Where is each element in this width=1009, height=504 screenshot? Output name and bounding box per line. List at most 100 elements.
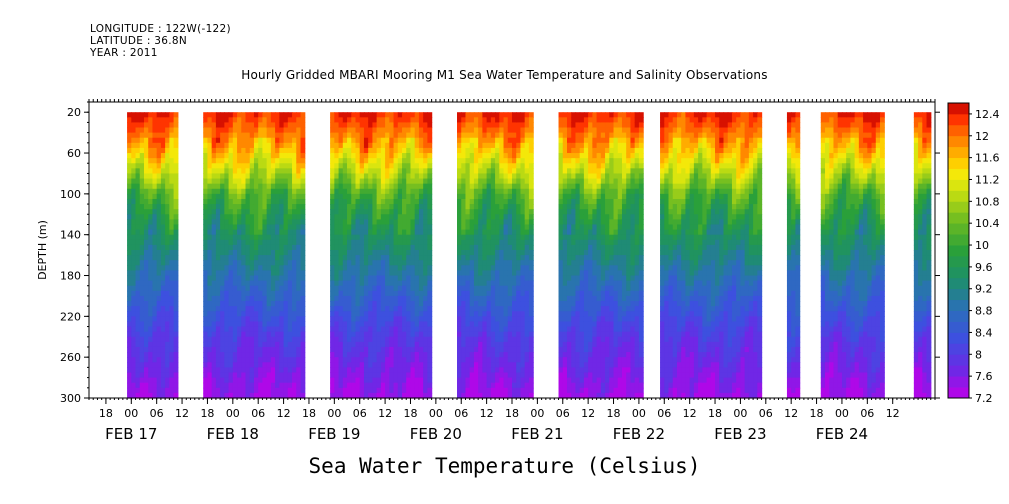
heatmap-cell — [160, 209, 166, 215]
heatmap-cell — [465, 224, 471, 231]
heatmap-cell — [363, 270, 369, 277]
heatmap-cell — [237, 224, 242, 231]
heatmap-cell — [283, 392, 289, 399]
heatmap-cell — [351, 193, 357, 200]
heatmap-cell — [228, 183, 234, 190]
heatmap-cell — [512, 244, 517, 251]
heatmap-cell — [473, 183, 479, 190]
heatmap-cell — [283, 290, 289, 297]
heatmap-cell — [143, 321, 149, 328]
heatmap-cell — [579, 219, 585, 226]
heatmap-cell — [127, 178, 132, 185]
heatmap-cell — [376, 321, 382, 328]
heatmap-cell — [368, 357, 374, 363]
heatmap-cell — [566, 224, 572, 231]
heatmap-cell — [347, 132, 352, 139]
heatmap-cell — [583, 270, 589, 277]
heatmap-cell — [253, 188, 259, 195]
heatmap-cell — [283, 382, 289, 389]
heatmap-cell — [507, 392, 513, 399]
heatmap-cell — [385, 285, 390, 292]
heatmap-cell — [363, 219, 369, 226]
heatmap-cell — [211, 153, 217, 159]
heatmap-cell — [203, 392, 209, 399]
heatmap-cell — [469, 137, 475, 144]
heatmap-cell — [279, 209, 285, 215]
heatmap-cell — [499, 204, 505, 210]
heatmap-cell — [596, 301, 602, 307]
heatmap-cell — [385, 255, 390, 261]
heatmap-cell — [347, 336, 352, 343]
heatmap-cell — [600, 260, 606, 266]
heatmap-cell — [482, 321, 488, 328]
heatmap-cell — [410, 209, 416, 215]
heatmap-cell — [143, 229, 149, 236]
heatmap-cell — [211, 132, 217, 139]
heatmap-cell — [237, 137, 242, 144]
heatmap-cell — [376, 387, 382, 394]
heatmap-cell — [427, 214, 433, 220]
heatmap-cell — [397, 306, 403, 312]
heatmap-cell — [397, 193, 403, 200]
heatmap-cell — [203, 137, 209, 144]
heatmap-cell — [143, 311, 149, 317]
heatmap-cell — [342, 163, 348, 169]
heatmap-cell — [266, 321, 272, 328]
heatmap-cell — [241, 331, 247, 338]
heatmap-cell — [575, 224, 581, 231]
heatmap-cell — [253, 158, 259, 164]
heatmap-cell — [558, 321, 564, 328]
heatmap-cell — [592, 178, 598, 185]
heatmap-cell — [583, 346, 589, 353]
heatmap-cell — [469, 382, 475, 389]
heatmap-cell — [385, 270, 390, 277]
heatmap-cell — [160, 255, 166, 261]
heatmap-cell — [495, 387, 500, 394]
heatmap-cell — [376, 204, 382, 210]
heatmap-cell — [232, 250, 238, 256]
heatmap-cell — [355, 377, 361, 384]
heatmap-cell — [287, 168, 293, 175]
heatmap-cell — [414, 275, 420, 282]
heatmap-cell — [592, 260, 598, 266]
heatmap-cell — [512, 301, 517, 307]
heatmap-cell — [516, 387, 522, 394]
heatmap-cell — [389, 183, 395, 190]
heatmap-cell — [423, 244, 428, 251]
heatmap-cell — [160, 377, 166, 384]
heatmap-cell — [148, 153, 154, 159]
heatmap-cell — [283, 316, 289, 323]
heatmap-cell — [478, 193, 483, 200]
heatmap-cell — [148, 163, 154, 169]
heatmap-cell — [566, 357, 572, 363]
heatmap-cell — [418, 147, 424, 154]
heatmap-cell — [300, 163, 306, 169]
heatmap-cell — [499, 173, 505, 180]
heatmap-cell — [402, 178, 407, 185]
heatmap-cell — [512, 357, 517, 363]
heatmap-cell — [127, 265, 132, 272]
heatmap-cell — [397, 311, 403, 317]
heatmap-cell — [372, 301, 378, 307]
heatmap-cell — [461, 147, 467, 154]
heatmap-cell — [292, 377, 297, 384]
heatmap-cell — [402, 147, 407, 154]
heatmap-cell — [152, 147, 158, 154]
heatmap-cell — [486, 336, 492, 343]
heatmap-cell — [232, 290, 238, 297]
heatmap-cell — [457, 209, 462, 215]
heatmap-cell — [372, 204, 378, 210]
heatmap-cell — [397, 346, 403, 353]
heatmap-cell — [414, 209, 420, 215]
heatmap-cell — [279, 204, 285, 210]
heatmap-cell — [571, 280, 577, 287]
heatmap-cell — [490, 209, 496, 215]
heatmap-cell — [135, 311, 141, 317]
heatmap-cell — [275, 331, 280, 338]
heatmap-cell — [571, 112, 577, 118]
heatmap-cell — [266, 112, 272, 118]
heatmap-cell — [127, 387, 132, 394]
heatmap-cell — [482, 239, 488, 246]
heatmap-cell — [414, 158, 420, 164]
